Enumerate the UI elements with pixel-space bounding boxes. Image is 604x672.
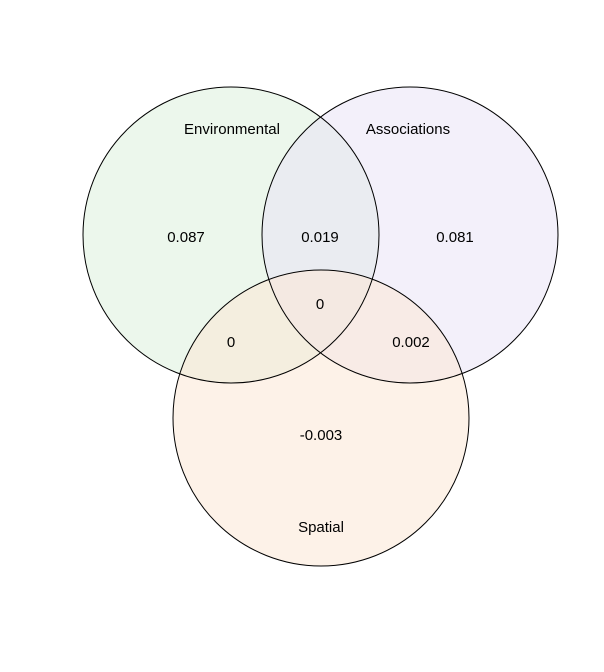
circle-outlines	[82, 86, 559, 567]
environmental-label: Environmental	[184, 121, 280, 138]
environmental-associations-value: 0.019	[301, 229, 339, 246]
spatial-circle-fill	[173, 270, 469, 566]
associations-spatial-value: 0.002	[392, 334, 430, 351]
environmental-circle	[82, 86, 380, 384]
environmental-only-value: 0.087	[167, 229, 205, 246]
environmental-spatial-value: 0	[227, 334, 235, 351]
spatial-label: Spatial	[298, 519, 344, 536]
associations-circle	[261, 86, 559, 384]
associations-label: Associations	[366, 121, 450, 138]
circle-fills	[83, 87, 558, 566]
all-three-value: 0	[316, 296, 324, 313]
spatial-circle	[172, 269, 470, 567]
associations-only-value: 0.081	[436, 229, 474, 246]
spatial-only-value: -0.003	[300, 427, 343, 444]
